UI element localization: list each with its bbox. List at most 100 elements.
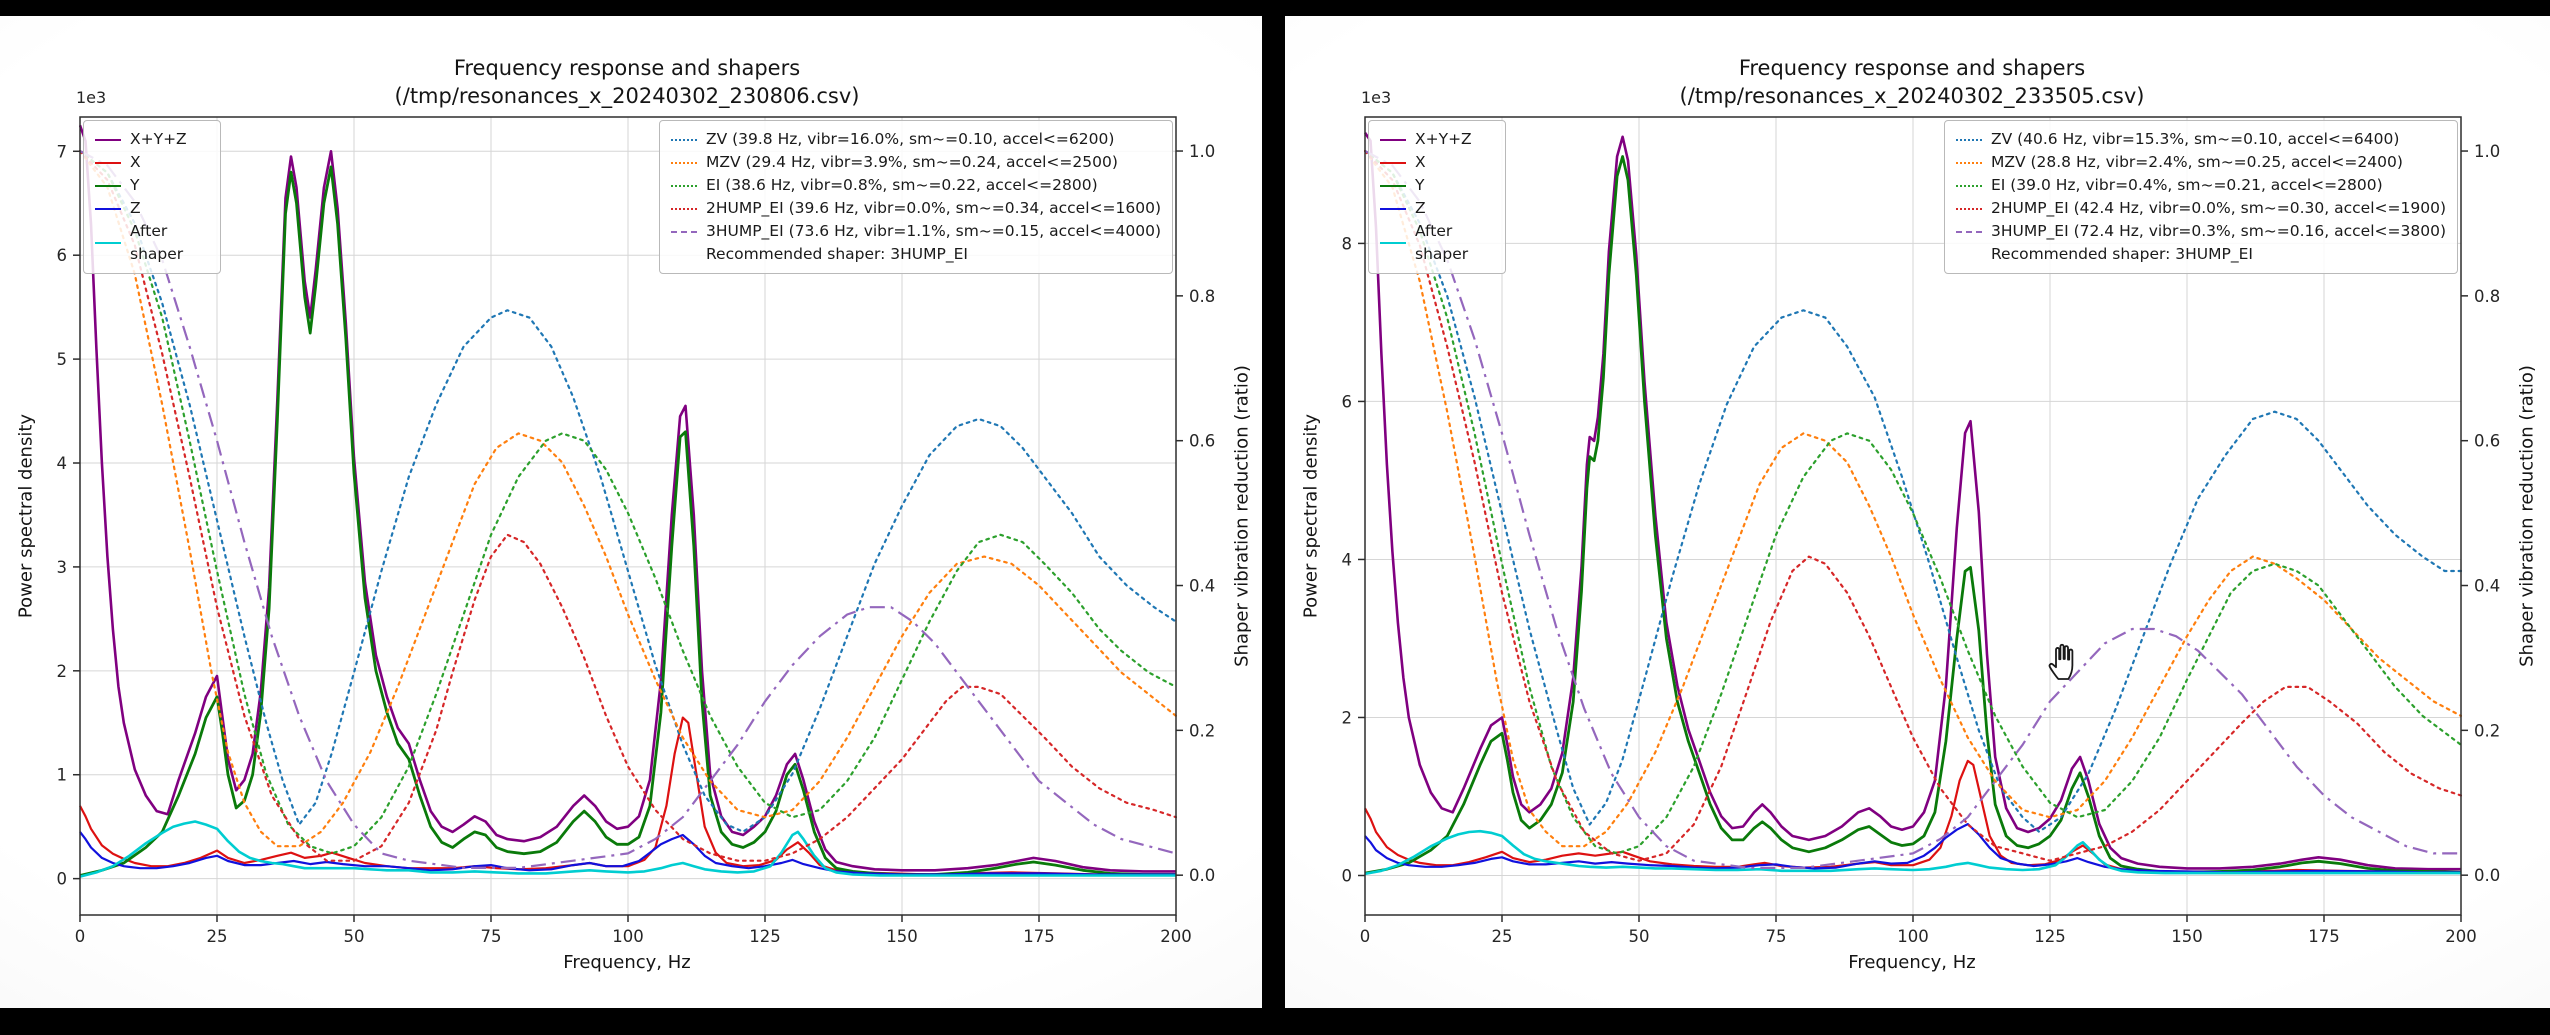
svg-text:0.8: 0.8 bbox=[1189, 287, 1215, 306]
svg-text:175: 175 bbox=[1023, 927, 1055, 946]
svg-text:2: 2 bbox=[57, 662, 68, 681]
chart-subtitle: (/tmp/resonances_x_20240302_233505.csv) bbox=[1679, 84, 2145, 108]
legend-label: EI (39.0 Hz, vibr=0.4%, sm~=0.21, accel<… bbox=[1990, 176, 2383, 194]
bottom-black-bar bbox=[0, 1008, 2550, 1035]
series-mzv bbox=[79, 149, 1177, 848]
legend-item: Z bbox=[95, 197, 209, 220]
legend-line-sample bbox=[1955, 161, 1982, 164]
legend-label: 3HUMP_EI (73.6 Hz, vibr=1.1%, sm~=0.15, … bbox=[705, 222, 1161, 240]
legend-label: X bbox=[130, 153, 141, 171]
legend-label: Y bbox=[130, 176, 140, 194]
x-axis-label: Frequency, Hz bbox=[1848, 952, 1976, 973]
svg-text:6: 6 bbox=[1342, 392, 1353, 411]
series-mzv bbox=[1364, 149, 2462, 848]
chart-title: Frequency response and shapers bbox=[453, 56, 801, 80]
series-x-y-z bbox=[1364, 132, 2461, 871]
tick-marks bbox=[1358, 150, 2468, 922]
series-z bbox=[1364, 823, 2461, 874]
tick-marks bbox=[73, 150, 1183, 922]
svg-text:125: 125 bbox=[749, 927, 781, 946]
svg-text:125: 125 bbox=[2034, 927, 2066, 946]
series-after-shaper bbox=[1364, 829, 2461, 876]
legend-label: EI (38.6 Hz, vibr=0.8%, sm~=0.22, accel<… bbox=[705, 176, 1098, 194]
y-axis-label-left: Power spectral density bbox=[15, 413, 37, 619]
series-ei bbox=[79, 149, 1177, 855]
legend-item: 3HUMP_EI (72.4 Hz, vibr=0.3%, sm~=0.16, … bbox=[1955, 220, 2446, 243]
legend-label: X bbox=[1415, 153, 1426, 171]
series-legend: X+Y+Z X Y Z After shaper bbox=[1368, 120, 1506, 274]
chart-title: Frequency response and shapers bbox=[1738, 56, 2086, 80]
legend-item: 2HUMP_EI (39.6 Hz, vibr=0.0%, sm~=0.34, … bbox=[670, 197, 1161, 220]
legend-item: Y bbox=[95, 174, 209, 197]
legend-line-sample bbox=[1955, 207, 1982, 210]
shaper-legend: ZV (40.6 Hz, vibr=15.3%, sm~=0.10, accel… bbox=[1943, 120, 2458, 274]
chart-title-block: Frequency response and shapers (/tmp/res… bbox=[177, 54, 1077, 110]
legend-item: MZV (29.4 Hz, vibr=3.9%, sm~=0.24, accel… bbox=[670, 151, 1161, 174]
legend-label: After shaper bbox=[130, 222, 184, 263]
legend-line-sample bbox=[670, 161, 697, 164]
svg-text:0.0: 0.0 bbox=[1189, 866, 1215, 885]
legend-label: After shaper bbox=[1415, 222, 1469, 263]
legend-recommendation: Recommended shaper: 3HUMP_EI bbox=[671, 243, 1161, 266]
svg-text:0.8: 0.8 bbox=[2474, 287, 2500, 306]
svg-text:0.6: 0.6 bbox=[2474, 432, 2500, 451]
y-axis-label-left: Power spectral density bbox=[1300, 413, 1322, 619]
svg-text:2: 2 bbox=[1342, 708, 1353, 727]
svg-text:7: 7 bbox=[57, 142, 68, 161]
legend-label: X+Y+Z bbox=[130, 130, 187, 148]
legend-label: Recommended shaper: 3HUMP_EI bbox=[705, 245, 968, 263]
svg-text:8: 8 bbox=[1342, 234, 1353, 253]
legend-item: Z bbox=[1380, 197, 1494, 220]
legend-line-sample bbox=[670, 184, 697, 187]
chart-panel-right: 0 25 50 75 100 125 150 175 200 0 2 4 6 8 0.0 0.2 0.4 0.6 0… bbox=[1285, 16, 2550, 1008]
shaper-legend: ZV (39.8 Hz, vibr=16.0%, sm~=0.10, accel… bbox=[658, 120, 1173, 274]
legend-line-sample bbox=[1380, 161, 1406, 164]
legend-item: MZV (28.8 Hz, vibr=2.4%, sm~=0.25, accel… bbox=[1955, 151, 2446, 174]
svg-text:6: 6 bbox=[57, 246, 68, 265]
svg-text:4: 4 bbox=[57, 454, 68, 473]
legend-line-sample bbox=[95, 207, 121, 210]
legend-line-sample bbox=[670, 207, 697, 210]
legend-item: EI (39.0 Hz, vibr=0.4%, sm~=0.21, accel<… bbox=[1955, 174, 2446, 197]
legend-line-sample bbox=[95, 242, 121, 244]
legend-label: 2HUMP_EI (39.6 Hz, vibr=0.0%, sm~=0.34, … bbox=[705, 199, 1161, 217]
legend-label: Recommended shaper: 3HUMP_EI bbox=[1990, 245, 2253, 263]
series-2hump_ei bbox=[1364, 149, 2462, 862]
svg-text:0.0: 0.0 bbox=[2474, 866, 2500, 885]
svg-text:25: 25 bbox=[207, 927, 228, 946]
svg-text:75: 75 bbox=[1766, 927, 1787, 946]
legend-label: 2HUMP_EI (42.4 Hz, vibr=0.0%, sm~=0.30, … bbox=[1990, 199, 2446, 217]
svg-text:100: 100 bbox=[612, 927, 644, 946]
top-black-bar bbox=[0, 0, 2550, 16]
series-zv bbox=[79, 149, 1177, 833]
legend-label: Y bbox=[1415, 176, 1425, 194]
legend-line-sample bbox=[1955, 184, 1982, 187]
svg-text:0: 0 bbox=[57, 870, 68, 889]
svg-text:0.4: 0.4 bbox=[2474, 577, 2500, 596]
svg-text:0.4: 0.4 bbox=[1189, 577, 1215, 596]
svg-text:0: 0 bbox=[75, 927, 86, 946]
svg-text:50: 50 bbox=[1629, 927, 1650, 946]
tick-labels: 0 25 50 75 100 125 150 175 200 0 2 4 6 8 0.0 0.2 0.4 0.6 0… bbox=[1342, 142, 2501, 946]
legend-item: 2HUMP_EI (42.4 Hz, vibr=0.0%, sm~=0.30, … bbox=[1955, 197, 2446, 220]
series-3hump_ei bbox=[1364, 150, 2461, 869]
legend-line-sample bbox=[1380, 184, 1406, 187]
legend-line-sample bbox=[1955, 230, 1982, 233]
legend-line-sample bbox=[1380, 138, 1406, 141]
legend-line-sample bbox=[95, 184, 121, 187]
series-legend: X+Y+Z X Y Z After shaper bbox=[83, 120, 221, 274]
legend-label: ZV (39.8 Hz, vibr=16.0%, sm~=0.10, accel… bbox=[705, 130, 1115, 148]
legend-label: X+Y+Z bbox=[1415, 130, 1472, 148]
svg-text:200: 200 bbox=[1160, 927, 1192, 946]
svg-text:75: 75 bbox=[481, 927, 502, 946]
legend-line-sample bbox=[1955, 138, 1982, 141]
svg-text:3: 3 bbox=[57, 558, 68, 577]
legend-item: X+Y+Z bbox=[95, 128, 209, 151]
svg-text:4: 4 bbox=[1342, 550, 1353, 569]
series-y bbox=[1364, 155, 2462, 875]
svg-text:0.2: 0.2 bbox=[1189, 721, 1215, 740]
legend-label: Z bbox=[1415, 199, 1426, 217]
legend-item: 3HUMP_EI (73.6 Hz, vibr=1.1%, sm~=0.15, … bbox=[670, 220, 1161, 243]
chart-panel-left: 0 25 50 75 100 125 150 175 200 0 1 2 3 4 5 6 7 0.0 0.2 0.4 0… bbox=[0, 16, 1262, 1008]
